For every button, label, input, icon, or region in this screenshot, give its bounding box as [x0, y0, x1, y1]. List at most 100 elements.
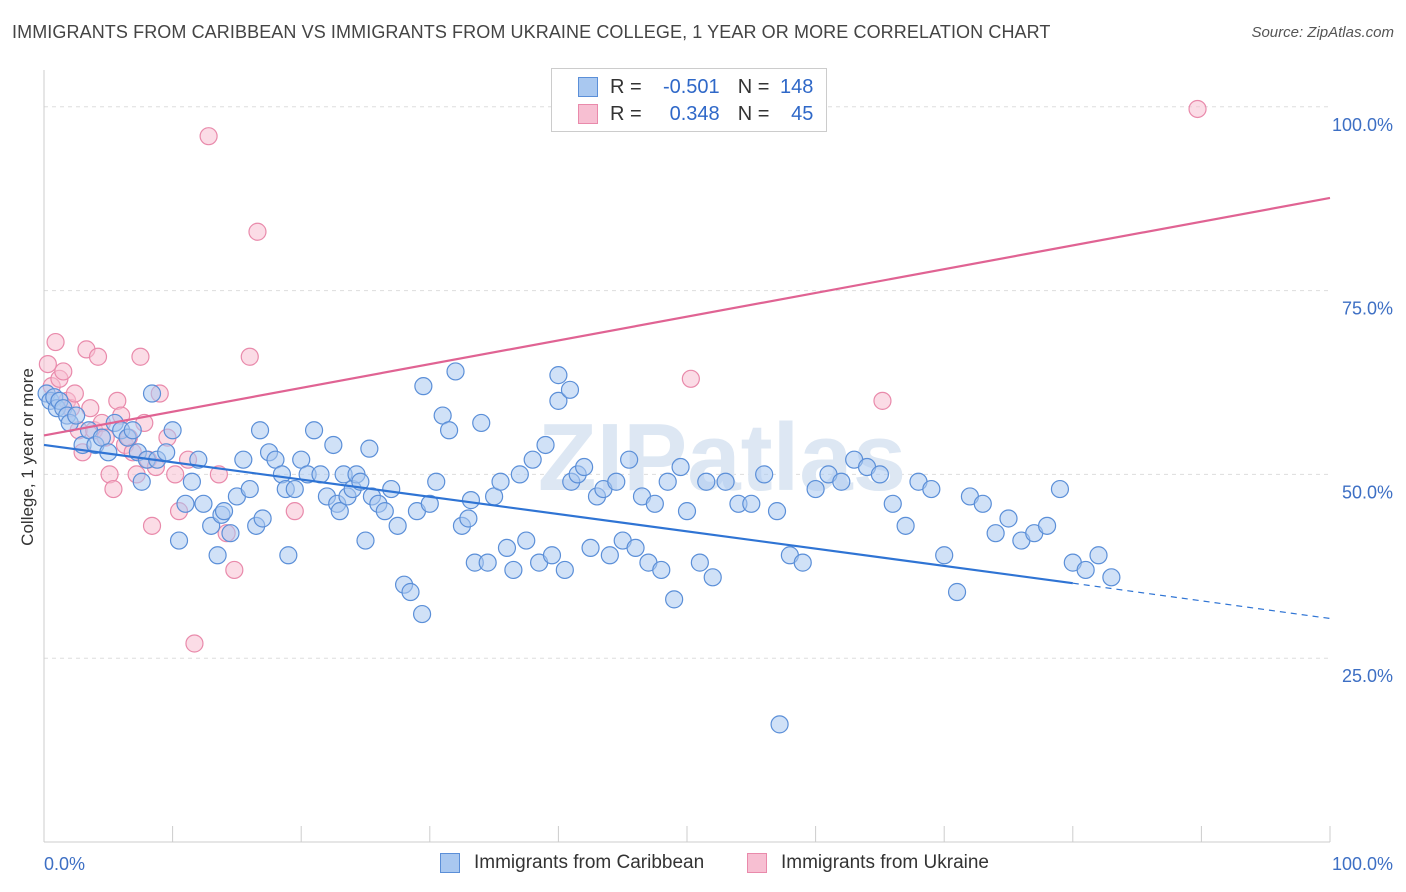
caribbean-point: [677, 502, 697, 521]
caribbean-point: [742, 494, 761, 513]
caribbean-point: [922, 479, 941, 499]
caribbean-point: [832, 472, 851, 491]
ukraine-point: [88, 347, 108, 366]
ukraine-point: [1188, 99, 1207, 119]
ukraine-point: [104, 479, 123, 499]
caribbean-point: [1076, 560, 1095, 580]
ukraine-point: [185, 634, 204, 653]
caribbean-point: [412, 604, 432, 624]
series-legend: Immigrants from Caribbean Immigrants fro…: [0, 852, 1406, 878]
caribbean-point: [497, 538, 517, 558]
caribbean-point: [491, 472, 510, 491]
n-label: N =: [737, 102, 770, 125]
caribbean-point: [973, 494, 992, 513]
ukraine-point: [199, 127, 218, 146]
caribbean-point: [671, 457, 690, 477]
caribbean-point: [549, 366, 568, 385]
caribbean-trend-line: [43, 443, 1073, 585]
chart-title: IMMIGRANTS FROM CARIBBEAN VS IMMIGRANTS …: [12, 22, 1051, 42]
caribbean-point: [360, 439, 379, 458]
caribbean-point: [607, 472, 626, 491]
caribbean-point: [935, 546, 954, 565]
ukraine-point: [225, 560, 244, 580]
caribbean-point: [1037, 516, 1057, 535]
ukraine-swatch: [578, 104, 598, 124]
caribbean-point: [645, 494, 664, 513]
caribbean-point: [560, 380, 580, 399]
caribbean-point: [549, 391, 568, 410]
caribbean-point: [665, 590, 684, 609]
ukraine-point: [131, 347, 150, 366]
caribbean-point: [439, 421, 459, 440]
caribbean-point: [806, 479, 825, 499]
n-value: 45: [791, 102, 814, 125]
stats-legend: R = -0.501 N = 148 R = 0.348 N = 45: [551, 68, 827, 132]
caribbean-point: [214, 502, 234, 521]
caribbean-point: [517, 531, 536, 550]
caribbean-point: [324, 435, 343, 455]
caribbean-point: [132, 472, 151, 491]
caribbean-point: [285, 479, 304, 499]
n-label: N =: [737, 75, 770, 98]
caribbean-point: [658, 472, 677, 491]
r-label: R =: [610, 75, 642, 98]
caribbean-point: [388, 516, 407, 535]
caribbean-point: [189, 450, 208, 469]
r-label: R =: [610, 102, 642, 125]
ukraine-point: [65, 384, 84, 403]
caribbean-point: [142, 384, 162, 403]
caribbean-point: [947, 582, 967, 602]
caribbean-point: [536, 435, 555, 455]
caribbean-point: [375, 502, 394, 521]
ukraine-point: [240, 347, 259, 366]
caribbean-point: [304, 421, 324, 440]
caribbean-point: [176, 494, 195, 513]
ukraine-point: [166, 465, 185, 484]
caribbean-point: [382, 479, 401, 499]
caribbean-point: [253, 509, 272, 528]
caribbean-point: [461, 491, 481, 510]
caribbean-point: [883, 494, 902, 513]
source-credit: Source: ZipAtlas.com: [1251, 24, 1394, 41]
caribbean-point: [157, 443, 176, 462]
caribbean-trend-extension: [1072, 582, 1331, 620]
caribbean-point: [67, 406, 86, 425]
caribbean-point: [600, 546, 619, 565]
legend-item-ukraine: Immigrants from Ukraine: [747, 852, 989, 874]
ukraine-point: [285, 502, 304, 521]
ukraine-point: [38, 354, 57, 374]
caribbean-point: [194, 494, 213, 513]
ukraine-points: [38, 99, 1207, 653]
y-tick-label: 75.0%: [1342, 299, 1393, 319]
caribbean-point: [1050, 479, 1070, 499]
caribbean-point: [523, 450, 542, 469]
caribbean-point: [690, 553, 709, 572]
ukraine-point: [681, 369, 700, 388]
caribbean-point: [555, 560, 574, 580]
caribbean-point: [581, 538, 600, 558]
caribbean-legend-label: Immigrants from Caribbean: [474, 852, 705, 873]
caribbean-point: [716, 472, 735, 491]
caribbean-point: [330, 502, 349, 521]
axes: [43, 70, 1331, 843]
ukraine-point: [873, 391, 892, 410]
caribbean-point: [401, 582, 420, 602]
r-value: 0.348: [669, 102, 720, 125]
ukraine-point: [142, 516, 162, 535]
legend-item-caribbean: Immigrants from Caribbean: [440, 852, 704, 874]
caribbean-point: [703, 568, 722, 587]
caribbean-point: [542, 546, 562, 565]
caribbean-legend-swatch: [440, 853, 460, 873]
ukraine-point: [248, 222, 267, 241]
y-tick-label: 100.0%: [1332, 115, 1393, 135]
legend-row-caribbean: R = -0.501 N = 148: [578, 74, 813, 100]
caribbean-point: [999, 509, 1018, 528]
ukraine-legend-label: Immigrants from Ukraine: [781, 852, 989, 873]
caribbean-point: [279, 546, 298, 565]
legend-row-ukraine: R = 0.348 N = 45: [578, 101, 813, 127]
caribbean-point: [986, 524, 1005, 543]
tick-labels: 25.0% 50.0% 75.0% 100.0% 0.0% 100.0%: [44, 115, 1393, 874]
y-axis-label: College, 1 year or more: [18, 368, 37, 546]
caribbean-point: [420, 494, 439, 513]
